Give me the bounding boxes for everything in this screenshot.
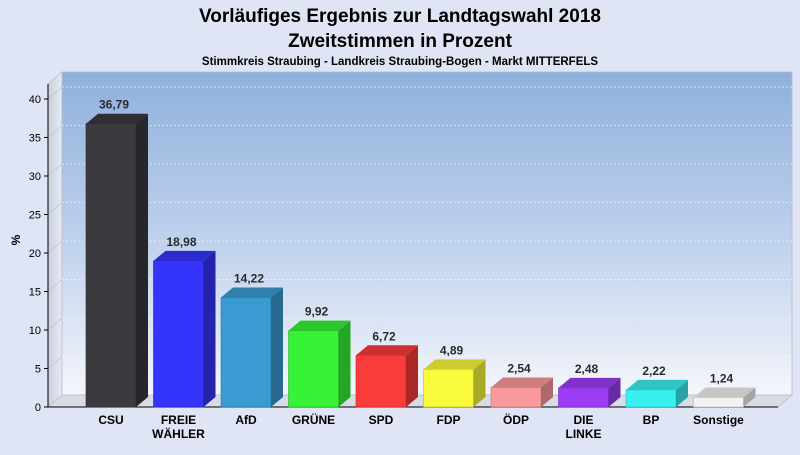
bar-side	[541, 377, 553, 407]
bar-front	[220, 297, 272, 408]
bar	[423, 359, 486, 408]
value-label: 36,79	[99, 98, 129, 112]
bar-top	[288, 320, 351, 331]
grid-line-side	[47, 279, 63, 292]
category-label: SPD	[369, 413, 394, 427]
bar-front	[355, 354, 407, 408]
bar-top	[693, 387, 756, 398]
chart-subtitle: Zweitstimmen in Prozent	[288, 31, 512, 52]
category-label: GRÜNE	[292, 412, 335, 427]
bar-top	[558, 377, 621, 388]
grid-line-side	[47, 356, 63, 369]
bar-front	[288, 330, 339, 408]
bar	[558, 377, 621, 408]
y-tick-label: 25	[29, 210, 41, 222]
chart-title: Vorläufiges Ergebnis zur Landtagswahl 20…	[199, 6, 601, 27]
grid-line-side	[47, 317, 63, 331]
grid-line-side	[47, 202, 63, 215]
bar-top	[626, 379, 688, 390]
bar	[693, 387, 756, 408]
category-label: ÖDP	[503, 412, 529, 427]
value-label: 6,72	[372, 329, 396, 343]
bar-top	[86, 113, 148, 124]
category-label: BP	[643, 413, 660, 427]
bar-side	[743, 387, 756, 407]
bar-top	[221, 287, 283, 298]
y-tick-label: 15	[29, 287, 41, 299]
bar-front	[153, 260, 204, 408]
y-tick-label: 40	[29, 94, 41, 106]
y-axis-label: %	[9, 234, 23, 245]
category-label: DIE	[573, 413, 593, 427]
y-tick-label: 35	[29, 133, 41, 145]
y-tick-label: 10	[29, 325, 41, 337]
grid-line-side	[47, 86, 63, 100]
bar	[625, 379, 688, 408]
value-label: 4,89	[440, 343, 464, 357]
grid-line-side	[47, 125, 63, 138]
category-label: FDP	[437, 413, 461, 427]
bar-side	[338, 320, 351, 407]
category-label: FREIE	[161, 413, 196, 427]
bar-side	[473, 359, 486, 407]
bar-front	[490, 387, 542, 408]
bar-front	[625, 389, 677, 408]
category-label: Sonstige	[693, 413, 744, 427]
bar	[85, 113, 148, 408]
value-label: 1,24	[710, 371, 734, 385]
category-label: WÄHLER	[152, 426, 205, 441]
bar-side	[676, 379, 688, 407]
bar	[153, 250, 216, 408]
bar-top	[423, 359, 486, 370]
bar-front	[85, 123, 137, 408]
bar	[288, 320, 351, 408]
bar-front	[558, 387, 609, 408]
bars	[85, 113, 756, 408]
bar-top	[491, 377, 553, 388]
category-label: LINKE	[566, 427, 602, 441]
bar-top	[356, 345, 418, 356]
grid-line-side	[47, 240, 63, 254]
category-label: AfD	[235, 413, 257, 427]
bar	[490, 377, 553, 408]
bar	[355, 345, 418, 408]
bar-top	[153, 250, 216, 261]
value-label: 18,98	[166, 235, 196, 249]
bar-front	[693, 397, 744, 408]
chart-caption: Stimmkreis Straubing - Landkreis Straubi…	[202, 56, 598, 68]
grid-line-side	[47, 163, 63, 177]
bar-side	[203, 250, 216, 407]
plot-side-wall	[47, 71, 63, 408]
value-labels: 36,79 18,98 14,22 9,92 6,72 4,89 2,54 2,48 2,22 1…	[99, 98, 734, 386]
bar-front	[423, 369, 474, 408]
y-tick-label: 5	[35, 364, 41, 376]
y-tick-label: 30	[29, 171, 41, 183]
bar-side	[136, 113, 148, 407]
value-label: 2,54	[507, 361, 531, 375]
value-label: 2,48	[575, 362, 599, 376]
bar-side	[608, 377, 621, 407]
bar-side	[271, 287, 283, 407]
value-label: 9,92	[305, 305, 329, 319]
value-label: 2,22	[642, 364, 666, 378]
bar	[220, 287, 283, 408]
y-tick-label: 0	[35, 402, 41, 414]
bar-side	[406, 345, 418, 407]
y-tick-label: 20	[29, 248, 41, 260]
category-label: CSU	[98, 413, 123, 427]
value-label: 14,22	[234, 272, 264, 286]
